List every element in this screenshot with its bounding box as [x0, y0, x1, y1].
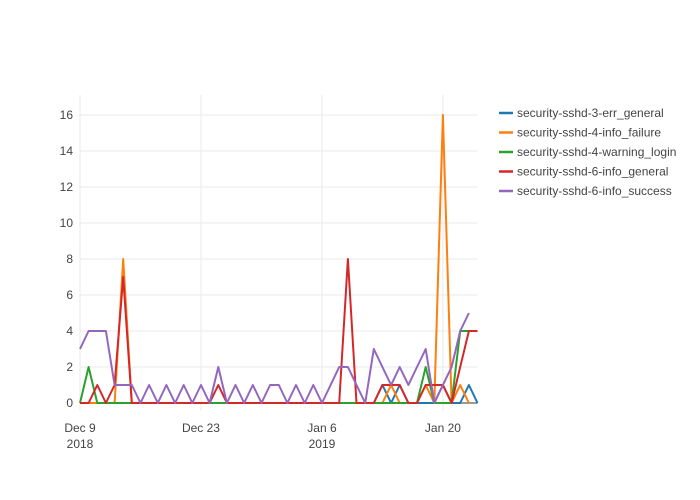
- legend-label: security-sshd-6-info_success: [517, 184, 672, 198]
- legend-item-security-sshd-4-warning_login[interactable]: security-sshd-4-warning_login: [499, 145, 676, 159]
- series-lines: [79, 114, 479, 404]
- legend-item-security-sshd-6-info_success[interactable]: security-sshd-6-info_success: [499, 184, 672, 198]
- x-tick-label: Dec 9 2018: [64, 421, 96, 451]
- y-tick-label: 12: [60, 180, 74, 194]
- x-axis: Dec 9 2018 Dec 23 Jan 6 2019 Jan 20: [64, 421, 461, 451]
- legend-label: security-sshd-3-err_general: [517, 106, 664, 120]
- y-tick-label: 10: [60, 216, 74, 230]
- y-axis: 0 2 4 6 8 10 12 14 16: [60, 108, 74, 410]
- legend-item-security-sshd-3-err_general[interactable]: security-sshd-3-err_general: [499, 106, 664, 120]
- y-tick-label: 4: [66, 324, 73, 338]
- legend: security-sshd-3-err_general security-sshd…: [499, 106, 676, 198]
- legend-item-security-sshd-4-info_failure[interactable]: security-sshd-4-info_failure: [499, 126, 661, 140]
- y-tick-label: 0: [66, 396, 73, 410]
- y-tick-label: 14: [60, 144, 74, 158]
- legend-label: security-sshd-6-info_general: [517, 165, 668, 179]
- series-line-security-sshd-6-info_general: [80, 258, 478, 404]
- y-tick-label: 6: [66, 288, 73, 302]
- x-tick-label: Dec 23: [182, 421, 220, 435]
- y-tick-label: 2: [66, 360, 73, 374]
- legend-label: security-sshd-4-warning_login: [517, 145, 676, 159]
- legend-item-security-sshd-6-info_general[interactable]: security-sshd-6-info_general: [499, 165, 668, 179]
- y-tick-label: 8: [66, 252, 73, 266]
- x-tick-label: Jan 20: [425, 421, 461, 435]
- y-tick-label: 16: [60, 108, 74, 122]
- legend-label: security-sshd-4-info_failure: [517, 126, 661, 140]
- x-tick-label: Jan 6 2019: [307, 421, 337, 451]
- series-line-security-sshd-6-info_success: [79, 312, 470, 404]
